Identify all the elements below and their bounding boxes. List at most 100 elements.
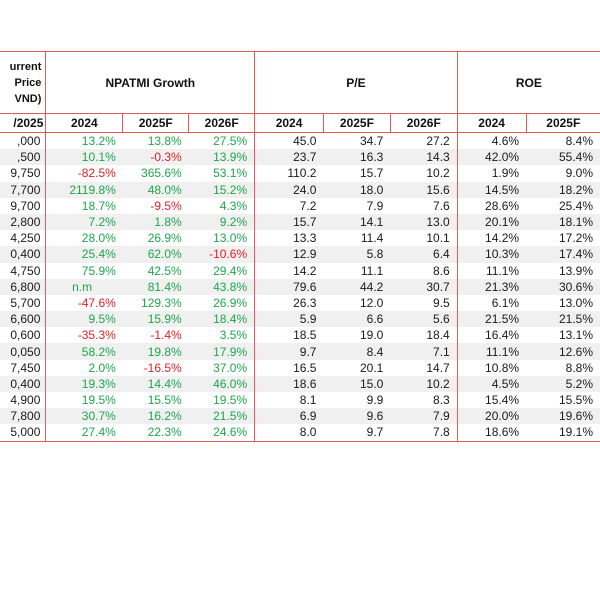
growth-2026f-cell: 13.0% (213, 231, 248, 246)
table-row: 6,600 9.5% 15.9% 18.4% 5.9 6.6 5.6 21.5% 21.5% (0, 311, 600, 328)
growth-2026f-cell: 18.4% (188, 311, 255, 328)
pe-2024-cell: 14.2 (254, 262, 324, 279)
price-cell: 4,250 (10, 231, 41, 246)
growth-2026f-cell: 21.5% (188, 408, 255, 425)
roe-2025f-cell: 13.1% (558, 328, 593, 343)
growth-2026f-cell: 29.4% (213, 263, 248, 278)
pe-2026f-cell: 8.6 (433, 263, 450, 278)
npatmi-growth-header: NPATMI Growth (45, 51, 255, 114)
year-header-row: /2025 2024 2025F 2026F 2024 2025F 2026F … (0, 113, 600, 133)
growth-2025f-cell: 15.9% (122, 311, 189, 328)
price-cell: ,000 (17, 134, 41, 149)
price-cell: 0,400 (0, 375, 46, 392)
pe-2025f-cell: 11.4 (360, 231, 384, 246)
pe-2025f-cell: 15.0 (323, 375, 391, 392)
growth-2025f-cell: 48.0% (122, 181, 189, 198)
table-row: 6,800 n.m 81.4% 43.8% 79.6 44.2 30.7 21.3% 30.6% (0, 278, 600, 295)
pe-2024-cell: 16.5 (254, 359, 324, 376)
pe-2026f-cell: 10.1 (426, 231, 450, 246)
roe-2024-cell: 28.6% (456, 197, 527, 214)
roe-2025f-cell: 17.4% (526, 246, 600, 263)
growth-2024-cell: 9.5% (45, 311, 123, 328)
roe-2024-cell: 18.6% (456, 424, 527, 442)
pe-2024-cell: 23.7 (254, 149, 324, 166)
growth-2024-cell: -82.5% (45, 165, 123, 182)
growth-2024-cell: 13.2% (45, 132, 123, 150)
price-date-header: /2025 (0, 113, 46, 133)
growth-2024-cell: 75.9% (45, 262, 123, 279)
roe-2024-cell: 21.5% (456, 311, 527, 328)
year-header: 2024 (456, 113, 527, 133)
growth-2024-cell: 10.1% (45, 149, 123, 166)
roe-2024-cell: 20.1% (456, 213, 527, 231)
growth-2026f-cell: 53.1% (213, 166, 248, 181)
price-header-line-1: urrent (9, 60, 42, 73)
growth-2025f-cell: 14.4% (122, 375, 189, 392)
pe-2024-cell: 5.9 (254, 311, 324, 328)
roe-2025f-cell: 9.0% (565, 166, 593, 181)
pe-2026f-cell: 6.4 (390, 246, 458, 263)
table-row: ,000 13.2% 13.8% 27.5% 45.0 34.7 27.2 4.6% 8.4% (0, 132, 600, 150)
growth-2025f-cell: -0.3% (122, 149, 189, 166)
growth-2025f-cell: 16.2% (122, 408, 189, 425)
pe-2025f-cell: 16.3 (323, 149, 391, 166)
pe-2024-cell: 45.0 (254, 132, 324, 150)
pe-2024-cell: 110.2 (254, 165, 324, 182)
pe-2025f-cell: 34.7 (359, 134, 384, 149)
price-header-line-2: Price (14, 76, 42, 89)
year-header: 2025F (525, 113, 600, 133)
year-header: 2026F (188, 113, 255, 133)
growth-2024-cell: 28.0% (45, 230, 123, 247)
growth-2026f-cell: 26.9% (213, 295, 248, 310)
pe-2024-cell: 26.3 (254, 294, 324, 312)
pe-2025f-cell: 6.6 (323, 311, 391, 328)
roe-2025f-cell: 8.4% (565, 134, 593, 149)
price-cell: 6,800 (0, 278, 46, 295)
price-cell: 6,600 (0, 311, 46, 328)
pe-2024-cell: 18.6 (254, 375, 324, 392)
growth-2026f-cell: 37.0% (213, 360, 248, 375)
pe-2025f-cell: 15.7 (359, 166, 384, 181)
growth-2024-cell: 25.4% (45, 246, 123, 263)
price-header-line-3: VND) (14, 92, 42, 105)
pe-2024-cell: 15.7 (254, 213, 324, 231)
roe-2025f-cell: 17.2% (558, 231, 593, 246)
growth-2025f-cell: 81.4% (122, 278, 189, 295)
roe-2024-cell: 14.5% (456, 181, 527, 198)
pe-2026f-cell: 10.2 (426, 166, 450, 181)
roe-2024-cell: 42.0% (456, 149, 527, 166)
growth-2025f-cell: -16.5% (143, 360, 182, 375)
year-header: 2024 (254, 113, 324, 133)
price-cell: 7,800 (0, 408, 46, 425)
valuation-table: urrent Price VND) NPATMI Growth P/E ROE … (0, 51, 600, 442)
pe-2024-cell: 13.3 (254, 230, 324, 247)
growth-2026f-cell: 4.3% (219, 198, 248, 213)
pe-2024-cell: 18.5 (254, 327, 324, 344)
price-cell: 7,450 (10, 360, 41, 375)
growth-2026f-cell: 43.8% (188, 278, 255, 295)
roe-2025f-cell: 5.2% (526, 375, 600, 392)
roe-2025f-cell: 21.5% (526, 311, 600, 328)
group-header-row: urrent Price VND) NPATMI Growth P/E ROE (0, 51, 600, 114)
growth-2026f-cell: 27.5% (213, 134, 248, 149)
pe-2026f-cell: 7.9 (390, 408, 458, 425)
roe-2024-cell: 10.8% (456, 359, 527, 376)
roe-2025f-cell: 13.9% (558, 263, 593, 278)
growth-2025f-cell: 22.3% (122, 424, 189, 442)
table-row: 9,700 18.7% -9.5% 4.3% 7.2 7.9 7.6 28.6% 25.4% (0, 197, 600, 214)
pe-2024-cell: 24.0 (254, 181, 324, 198)
table-row: 7,700 2119.8% 48.0% 15.2% 24.0 18.0 15.6 14.5% 1… (0, 181, 600, 198)
growth-2025f-cell: 42.5% (147, 263, 182, 278)
pe-2025f-cell: 14.1 (323, 213, 391, 231)
pe-2026f-cell: 30.7 (390, 278, 458, 295)
growth-2025f-cell: 26.9% (147, 231, 182, 246)
roe-2024-cell: 4.5% (456, 375, 527, 392)
price-cell: 5,000 (0, 424, 46, 442)
pe-2025f-cell: 12.0 (359, 295, 384, 310)
price-cell: 4,900 (10, 393, 41, 408)
roe-2024-cell: 20.0% (456, 408, 527, 425)
growth-2025f-cell: -1.4% (150, 328, 182, 343)
pe-2025f-cell: 8.4 (323, 343, 391, 360)
roe-header: ROE (456, 51, 600, 114)
roe-2024-cell: 14.2% (456, 230, 527, 247)
